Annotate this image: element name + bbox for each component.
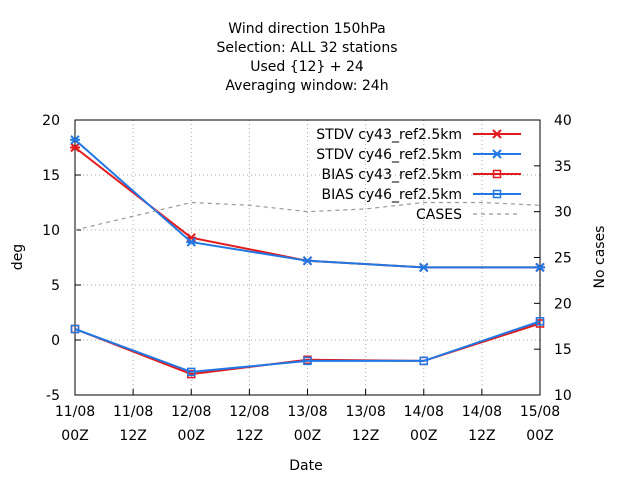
- y-tick-label: 0: [51, 333, 60, 349]
- y2-tick-label: 20: [554, 296, 572, 312]
- y-axis-label: deg: [10, 244, 26, 270]
- y-tick-label: 5: [51, 278, 60, 294]
- x-tick-label-hour: 00Z: [61, 428, 88, 444]
- y2-tick-label: 10: [554, 388, 572, 404]
- x-tick-label-hour: 12Z: [236, 428, 263, 444]
- data-point: [70, 135, 80, 145]
- x-tick-label-date: 13/08: [287, 404, 327, 420]
- legend-marker: [492, 129, 502, 139]
- data-point: [186, 237, 197, 247]
- data-point: [535, 262, 545, 273]
- legend-label: CASES: [416, 207, 462, 223]
- data-point: [187, 367, 196, 377]
- legend-marker: [492, 169, 502, 179]
- x-tick-label-hour: 12Z: [468, 428, 495, 444]
- y2-tick-label: 30: [554, 205, 572, 221]
- x-tick-label-date: 13/08: [345, 404, 385, 420]
- data-series: [70, 135, 545, 379]
- y2-tick-label: 35: [554, 159, 572, 175]
- x-tick-label-date: 12/08: [171, 404, 211, 420]
- x-tick-label-hour: 12Z: [119, 428, 146, 444]
- y-tick-label: 10: [42, 223, 60, 239]
- legend-label: STDV cy46_ref2.5km: [316, 147, 462, 163]
- x-tick-label-hour: 00Z: [178, 428, 205, 444]
- axis-ticks: -5 0 5 10 15 20 10 15 20 25 30 35 40 11/08 00Z 11/08 12Z…: [42, 113, 572, 444]
- y-tick-label: 20: [42, 113, 60, 129]
- legend-label: BIAS cy43_ref2.5km: [322, 167, 462, 183]
- x-tick-label-date: 11/08: [113, 404, 153, 420]
- data-point: [303, 356, 312, 366]
- y2-tick-label: 15: [554, 342, 572, 358]
- y2-axis-label: No cases: [592, 226, 608, 289]
- x-tick-label-hour: 00Z: [526, 428, 553, 444]
- y-tick-label: 15: [42, 168, 60, 184]
- data-point: [302, 256, 313, 266]
- y2-tick-label: 25: [554, 251, 572, 267]
- x-tick-label-hour: 00Z: [410, 428, 437, 444]
- data-point: [535, 317, 545, 326]
- x-axis-label: Date: [289, 458, 322, 474]
- x-tick-label-date: 12/08: [229, 404, 269, 420]
- x-tick-label-date: 14/08: [404, 404, 444, 420]
- x-tick-label-hour: 00Z: [294, 428, 321, 444]
- x-tick-label-date: 14/08: [462, 404, 502, 420]
- legend-label: BIAS cy46_ref2.5km: [322, 187, 462, 203]
- series-line: [74, 146, 540, 269]
- title-line: Used {12} + 24: [250, 59, 364, 75]
- legend-label: STDV cy43_ref2.5km: [316, 127, 462, 143]
- data-point: [70, 324, 80, 334]
- data-point: [418, 262, 429, 273]
- data-point: [70, 142, 80, 153]
- grid: [75, 120, 540, 395]
- series-bias-cy46-ref2-5km: [70, 317, 545, 377]
- x-tick-label-date: 15/08: [520, 404, 560, 420]
- legend-marker: [492, 189, 502, 199]
- data-point: [419, 356, 428, 366]
- y2-tick-label: 40: [554, 113, 572, 129]
- x-tick-label-hour: 12Z: [352, 428, 379, 444]
- series-stdv-cy46-ref2-5km: [70, 135, 545, 273]
- series-line: [74, 320, 541, 373]
- title-line: Wind direction 150hPa: [228, 21, 385, 37]
- legend: STDV cy43_ref2.5km STDV cy46_ref2.5km BIAS…: [316, 127, 521, 223]
- x-tick-label-date: 11/08: [55, 404, 95, 420]
- chart-title: Wind direction 150hPa Selection: ALL 32 s…: [216, 21, 397, 94]
- title-line: Selection: ALL 32 stations: [216, 40, 397, 56]
- legend-marker: [492, 149, 502, 159]
- y-tick-label: -5: [46, 388, 60, 404]
- title-line: Averaging window: 24h: [225, 78, 388, 94]
